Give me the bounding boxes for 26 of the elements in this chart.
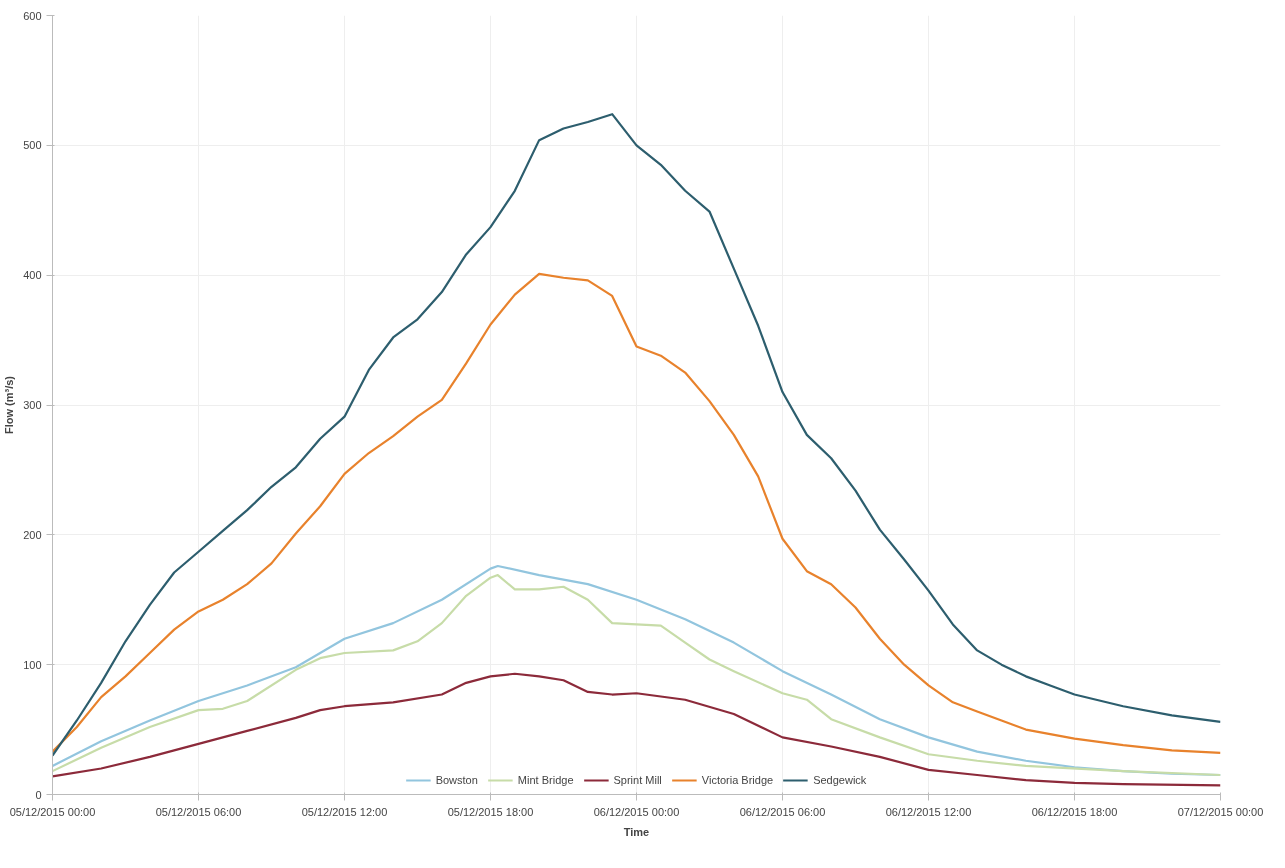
line-series — [52, 272, 1221, 755]
y-tick-label: 300 — [23, 399, 42, 411]
x-tick-label: 06/12/2015 06:00 — [739, 805, 826, 818]
x-tick-label: 05/12/2015 06:00 — [155, 805, 242, 818]
x-tick-label: 07/12/2015 00:00 — [1177, 805, 1264, 818]
x-tick-label: 06/12/2015 18:00 — [1031, 805, 1118, 818]
y-tick-label: 400 — [23, 269, 42, 282]
legend-label: Mint Bridge — [517, 774, 574, 786]
y-tick-label: 100 — [23, 658, 42, 671]
line-series — [52, 672, 1221, 787]
x-tick-label: 06/12/2015 00:00 — [593, 805, 680, 818]
x-tick-label: 05/12/2015 18:00 — [447, 805, 534, 818]
x-tick-label: 05/12/2015 00:00 — [9, 805, 96, 818]
y-axis-title: Flow (m³/s) — [3, 375, 16, 435]
legend-label: Sedgewick — [813, 774, 867, 786]
y-tick-label: 500 — [23, 139, 42, 152]
y-tick-label: 0 — [35, 788, 42, 801]
y-tick-label: 600 — [23, 9, 42, 22]
line-series — [52, 113, 1221, 757]
legend-label: Sprint Mill — [613, 774, 662, 786]
x-tick-label: 06/12/2015 12:00 — [885, 805, 972, 818]
x-axis-title: Time — [623, 825, 650, 838]
legend-label: Bowston — [435, 774, 478, 786]
y-tick-label: 200 — [23, 528, 42, 541]
x-tick-label: 05/12/2015 12:00 — [301, 805, 388, 818]
legend-label: Victoria Bridge — [701, 774, 774, 786]
